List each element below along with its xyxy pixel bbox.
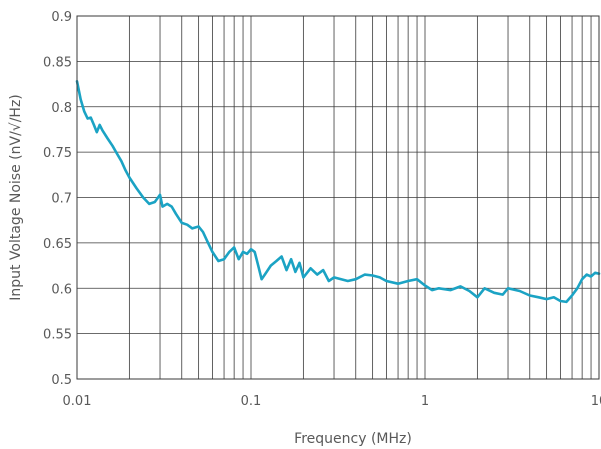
- y-axis-title: Input Voltage Noise (nV/√/Hz): [8, 94, 24, 301]
- x-tick-label: 0.01: [63, 394, 92, 409]
- y-tick-label: 0.7: [51, 192, 72, 207]
- y-tick-label: 0.65: [43, 237, 72, 252]
- x-axis-title: Frequency (MHz): [294, 431, 412, 447]
- x-axis-ticks: 0.01 0.1 1 10: [63, 394, 601, 409]
- y-tick-label: 0.8: [51, 101, 72, 116]
- noise-series-line: [75, 80, 601, 304]
- y-tick-label: 0.85: [43, 55, 72, 70]
- y-tick-label: 0.9: [51, 10, 72, 25]
- x-tick-label: 10: [591, 394, 601, 409]
- y-axis-ticks: 0.5 0.55 0.6 0.65 0.7 0.75 0.8 0.85 0.9: [43, 10, 72, 388]
- grid: [77, 16, 599, 379]
- x-tick-label: 0.1: [241, 394, 262, 409]
- y-tick-label: 0.5: [51, 373, 72, 388]
- x-tick-label: 1: [421, 394, 429, 409]
- plot-frame: [76, 15, 600, 380]
- series-layer: [75, 80, 601, 304]
- y-tick-label: 0.55: [43, 328, 72, 343]
- y-tick-label: 0.6: [51, 282, 72, 297]
- y-tick-label: 0.75: [43, 146, 72, 161]
